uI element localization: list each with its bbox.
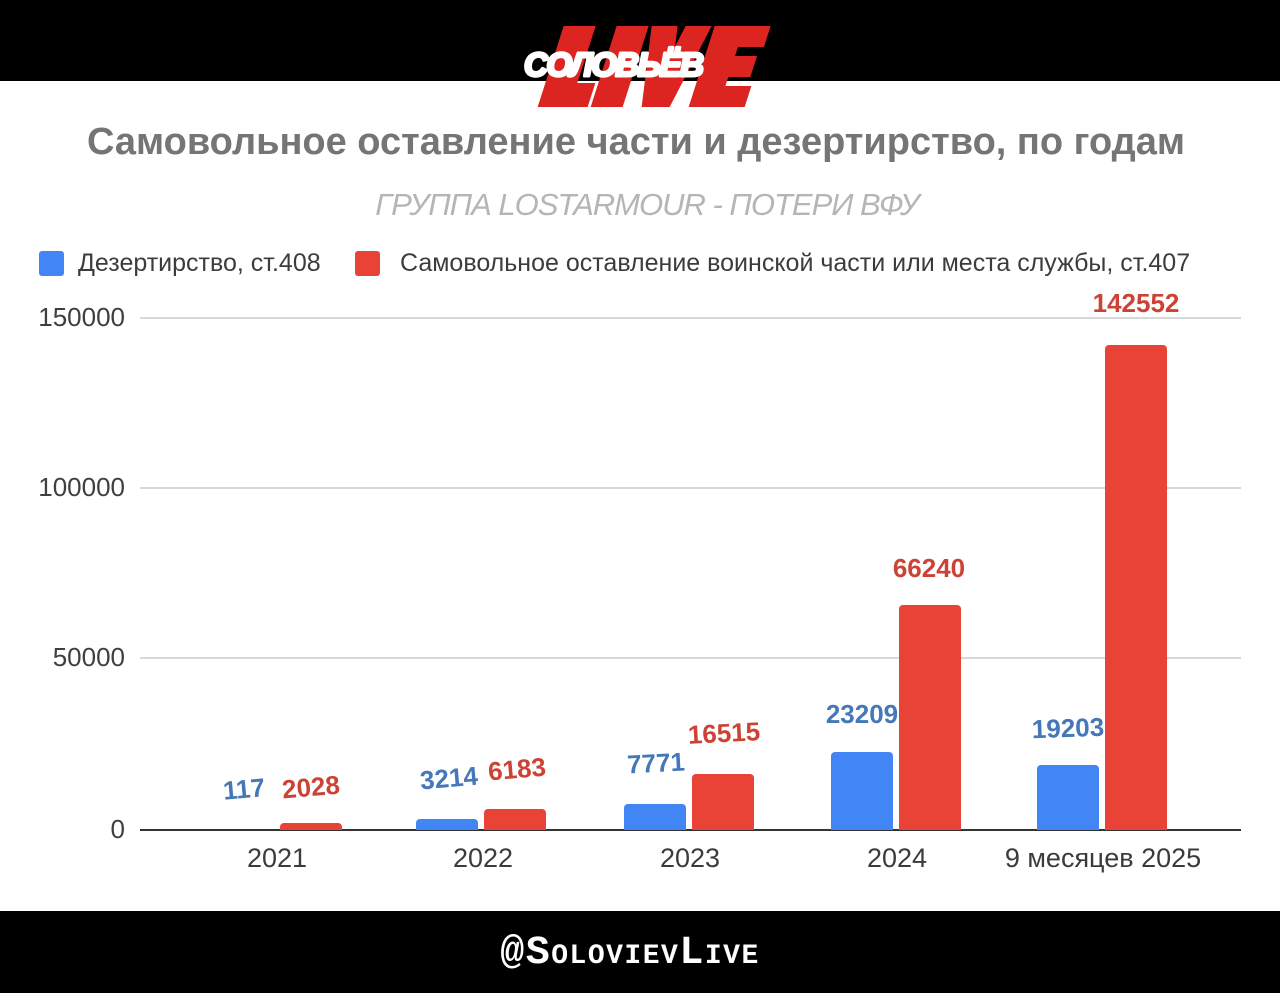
svg-text:СОЛОВЬЁВ: СОЛОВЬЁВ (524, 46, 703, 83)
